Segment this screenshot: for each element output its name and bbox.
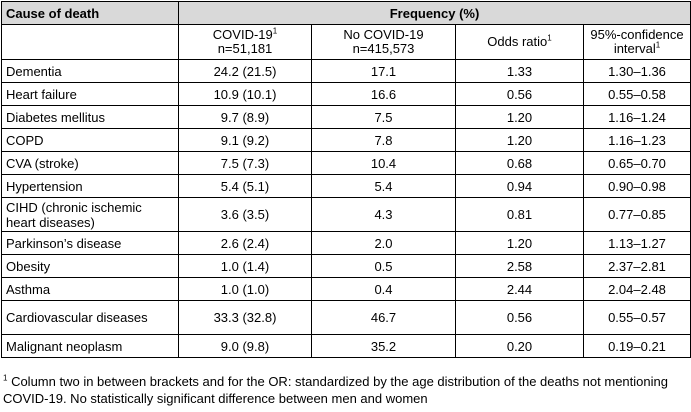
no-covid-frequency-cell: 0.4 — [311, 277, 456, 301]
cause-cell: Dementia — [1, 59, 179, 83]
odds-ratio-cell: 1.20 — [455, 105, 584, 129]
confidence-interval-cell: 0.90–0.98 — [582, 174, 691, 198]
cause-cell: Diabetes mellitus — [1, 105, 179, 129]
confidence-interval-cell: 0.19–0.21 — [582, 334, 691, 358]
header-frequency: Frequency (%) — [177, 1, 691, 25]
table-footnote: 1 Column two in between brackets and for… — [3, 373, 689, 407]
no-covid-frequency-cell: 16.6 — [311, 82, 456, 106]
confidence-interval-cell: 1.13–1.27 — [582, 231, 691, 255]
confidence-interval-cell: 1.30–1.36 — [582, 59, 691, 83]
subheader-odds-ratio: Odds ratio1 — [455, 24, 584, 60]
subheader-confidence-interval: 95%-confidence interval1 — [582, 24, 691, 60]
header-cause-of-death: Cause of death — [1, 1, 179, 25]
table-row: Asthma 1.0 (1.0) 0.4 2.44 2.04–2.48 — [1, 277, 691, 301]
cause-cell: Parkinson’s disease — [1, 231, 179, 255]
covid-frequency-cell: 9.1 (9.2) — [178, 128, 312, 152]
odds-ratio-cell: 0.81 — [455, 197, 584, 232]
confidence-interval-cell: 1.16–1.23 — [582, 128, 691, 152]
no-covid-frequency-cell: 5.4 — [311, 174, 456, 198]
covid-frequency-cell: 1.0 (1.4) — [178, 254, 312, 278]
no-covid-n: n=415,573 — [352, 41, 415, 56]
no-covid-frequency-cell: 10.4 — [311, 151, 456, 175]
confidence-interval-cell: 0.77–0.85 — [582, 197, 691, 232]
table-row: Hypertension 5.4 (5.1) 5.4 0.94 0.90–0.98 — [1, 174, 691, 198]
table-header-row: Cause of death Frequency (%) — [1, 1, 691, 25]
covid-frequency-cell: 24.2 (21.5) — [178, 59, 312, 83]
cause-cell: Obesity — [1, 254, 179, 278]
no-covid-frequency-cell: 0.5 — [311, 254, 456, 278]
odds-ratio-footnote-marker: 1 — [547, 33, 552, 43]
footnote-marker: 1 — [3, 373, 8, 383]
cause-cell: CVA (stroke) — [1, 151, 179, 175]
table-row: Diabetes mellitus 9.7 (8.9) 7.5 1.20 1.16–1.… — [1, 105, 691, 129]
odds-ratio-cell: 0.94 — [455, 174, 584, 198]
odds-ratio-cell: 0.56 — [455, 300, 584, 335]
covid-frequency-cell: 5.4 (5.1) — [178, 174, 312, 198]
ci-footnote-marker: 1 — [655, 40, 661, 50]
confidence-interval-cell: 1.16–1.24 — [582, 105, 691, 129]
table-row: Cardiovascular diseases 33.3 (32.8) 46.7 0.… — [1, 300, 691, 335]
confidence-interval-cell: 0.65–0.70 — [582, 151, 691, 175]
confidence-interval-cell: 2.37–2.81 — [582, 254, 691, 278]
no-covid-frequency-cell: 17.1 — [311, 59, 456, 83]
covid-n: n=51,181 — [217, 41, 273, 56]
no-covid-label: No COVID-19 — [343, 27, 424, 42]
table-row: Dementia 24.2 (21.5) 17.1 1.33 1.30–1.36 — [1, 59, 691, 83]
odds-ratio-cell: 1.20 — [455, 128, 584, 152]
covid-frequency-cell: 10.9 (10.1) — [178, 82, 312, 106]
no-covid-frequency-cell: 35.2 — [311, 334, 456, 358]
subheader-covid: COVID-191 n=51,181 — [178, 24, 312, 60]
subheader-empty-cell — [1, 24, 179, 60]
table-row: Heart failure 10.9 (10.1) 16.6 0.56 0.55–0.5… — [1, 82, 691, 106]
covid-frequency-cell: 9.7 (8.9) — [178, 105, 312, 129]
subheader-no-covid: No COVID-19 n=415,573 — [311, 24, 456, 60]
table-row: CVA (stroke) 7.5 (7.3) 10.4 0.68 0.65–0.70 — [1, 151, 691, 175]
cause-cell: Heart failure — [1, 82, 179, 106]
covid-frequency-cell: 2.6 (2.4) — [178, 231, 312, 255]
covid-frequency-cell: 7.5 (7.3) — [178, 151, 312, 175]
table-row: Obesity 1.0 (1.4) 0.5 2.58 2.37–2.81 — [1, 254, 691, 278]
confidence-interval-cell: 0.55–0.57 — [582, 300, 691, 335]
covid-frequency-cell: 1.0 (1.0) — [178, 277, 312, 301]
footnote-text: Column two in between brackets and for t… — [3, 374, 668, 406]
covid-footnote-marker: 1 — [272, 26, 278, 36]
cause-of-death-table: Cause of death Frequency (%) COVID-191 n… — [1, 1, 691, 358]
no-covid-frequency-cell: 2.0 — [311, 231, 456, 255]
odds-ratio-cell: 0.56 — [455, 82, 584, 106]
table-row: COPD 9.1 (9.2) 7.8 1.20 1.16–1.23 — [1, 128, 691, 152]
table-row: Parkinson’s disease 2.6 (2.4) 2.0 1.20 1.13–… — [1, 231, 691, 255]
confidence-interval-cell: 0.55–0.58 — [582, 82, 691, 106]
cause-cell: Cardiovascular diseases — [1, 300, 179, 335]
odds-ratio-cell: 0.68 — [455, 151, 584, 175]
odds-ratio-cell: 0.20 — [455, 334, 584, 358]
cause-cell: Malignant neoplasm — [1, 334, 179, 358]
ci-label-line2: interval — [613, 41, 656, 56]
no-covid-frequency-cell: 4.3 — [311, 197, 456, 232]
confidence-interval-cell: 2.04–2.48 — [582, 277, 691, 301]
odds-ratio-cell: 1.20 — [455, 231, 584, 255]
no-covid-frequency-cell: 7.8 — [311, 128, 456, 152]
odds-ratio-cell: 1.33 — [455, 59, 584, 83]
cause-cell: CIHD (chronic ischemic heart diseases) — [1, 197, 179, 232]
table-row: Malignant neoplasm 9.0 (9.8) 35.2 0.20 0.19–… — [1, 334, 691, 358]
table-row: CIHD (chronic ischemic heart diseases) 3.… — [1, 197, 691, 232]
table-subheader-row: COVID-191 n=51,181 No COVID-19 n=415,573… — [1, 24, 691, 60]
odds-ratio-cell: 2.44 — [455, 277, 584, 301]
covid-label: COVID-19 — [212, 27, 273, 42]
cause-cell: Asthma — [1, 277, 179, 301]
covid-frequency-cell: 3.6 (3.5) — [178, 197, 312, 232]
cause-cell: Hypertension — [1, 174, 179, 198]
ci-label-line1: 95%-confidence — [590, 27, 684, 42]
no-covid-frequency-cell: 46.7 — [311, 300, 456, 335]
odds-ratio-label: Odds ratio — [487, 34, 548, 49]
cause-cell: COPD — [1, 128, 179, 152]
no-covid-frequency-cell: 7.5 — [311, 105, 456, 129]
odds-ratio-cell: 2.58 — [455, 254, 584, 278]
covid-frequency-cell: 9.0 (9.8) — [178, 334, 312, 358]
covid-frequency-cell: 33.3 (32.8) — [178, 300, 312, 335]
